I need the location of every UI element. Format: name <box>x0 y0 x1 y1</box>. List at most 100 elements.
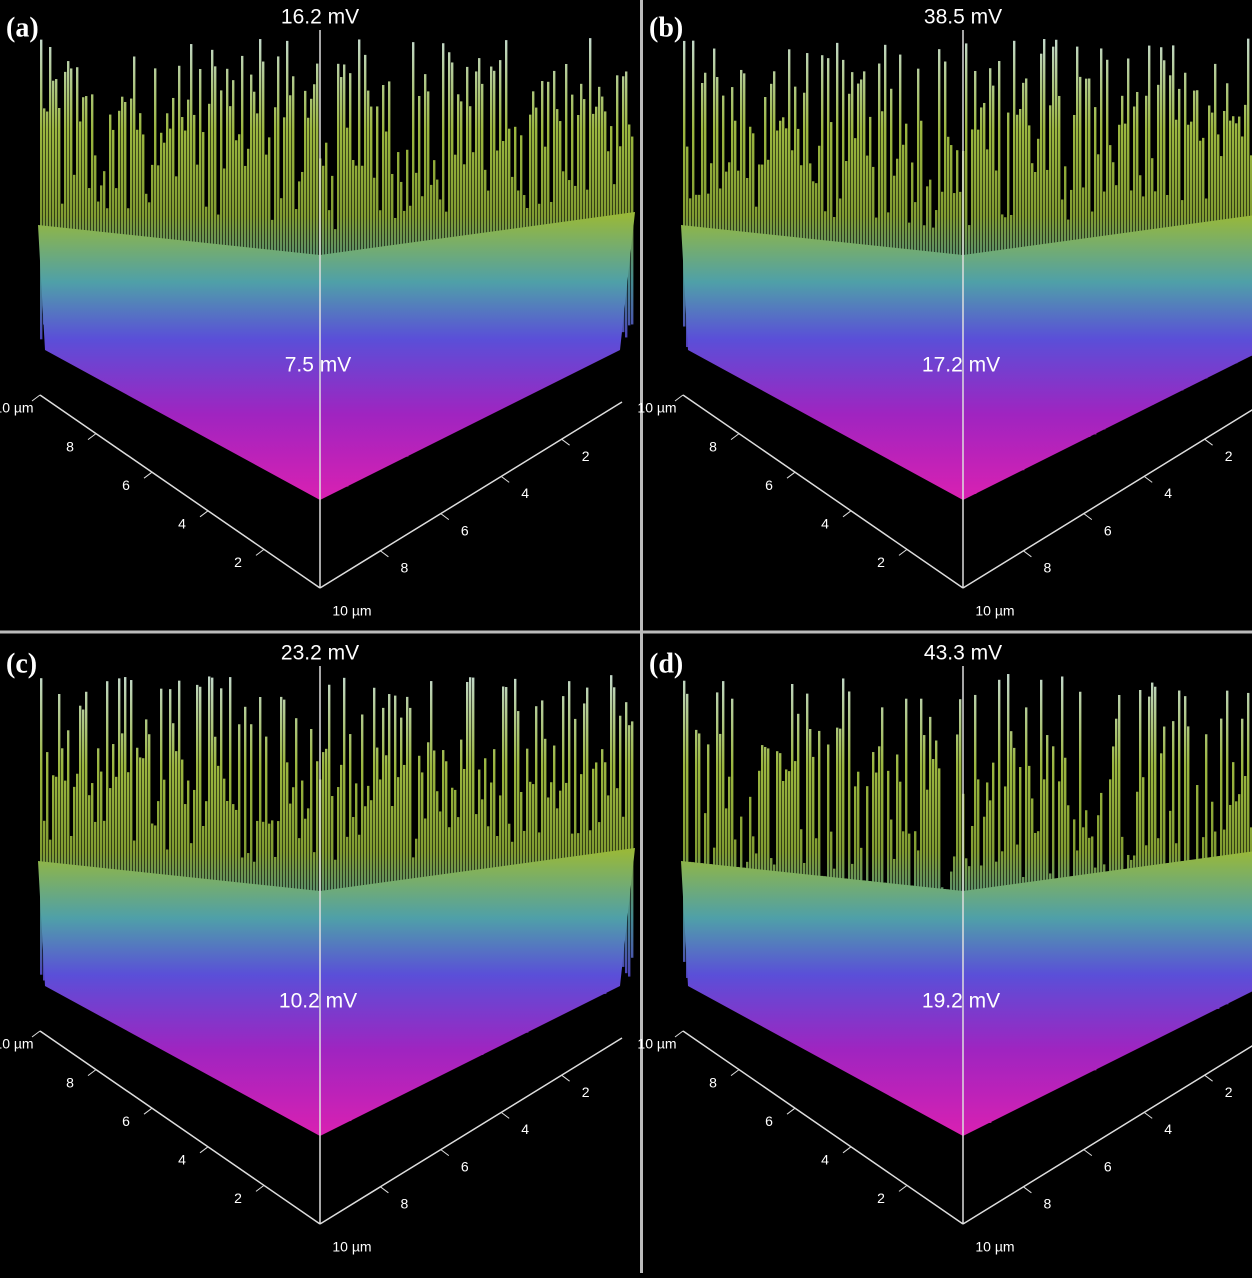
spike <box>689 198 692 348</box>
spike <box>1070 189 1073 439</box>
spike <box>466 66 469 414</box>
spike <box>827 744 830 1040</box>
spike <box>695 194 698 339</box>
mid-value: 19.2 mV <box>922 990 1000 1013</box>
spike <box>133 56 136 381</box>
spike <box>902 831 905 1083</box>
spike <box>409 205 412 442</box>
spike <box>547 81 550 378</box>
spike <box>193 114 196 430</box>
spike <box>403 210 406 449</box>
spike <box>746 177 749 365</box>
spike <box>322 165 325 492</box>
mid-value: 10.2 mV <box>279 990 357 1013</box>
spike <box>241 55 244 446</box>
spike <box>205 801 208 1060</box>
panel-label: (a) <box>6 12 39 43</box>
spike <box>430 681 433 1058</box>
spike <box>145 719 148 1025</box>
spike <box>268 823 271 1087</box>
spike <box>217 214 220 421</box>
spike <box>163 142 166 401</box>
spike <box>73 174 76 362</box>
top-value: 38.5 mV <box>924 6 1002 29</box>
spike <box>740 816 743 999</box>
spike <box>43 108 46 325</box>
spike <box>1043 39 1046 455</box>
spike <box>487 826 490 1035</box>
spike <box>875 217 878 451</box>
spike <box>779 120 782 396</box>
spike <box>352 159 355 462</box>
spike <box>1064 166 1067 435</box>
spike <box>1169 810 1172 1023</box>
spike <box>815 838 818 1033</box>
spike <box>307 808 310 1116</box>
spike <box>983 102 986 476</box>
spike <box>761 164 764 370</box>
spike <box>917 850 920 1100</box>
spike <box>734 839 737 1009</box>
spike <box>698 194 701 345</box>
spike <box>574 718 577 1007</box>
spike <box>532 91 535 378</box>
spike <box>944 888 947 1110</box>
spike <box>1055 878 1058 1088</box>
spike <box>1016 844 1019 1097</box>
spike <box>133 840 136 1033</box>
origin-label: 10 µm <box>332 1239 371 1255</box>
spike <box>794 86 797 386</box>
spike <box>812 756 815 1046</box>
spike <box>307 117 310 472</box>
right-tick-label: 6 <box>461 1158 469 1174</box>
spike <box>391 173 394 443</box>
spike <box>529 781 532 1009</box>
spike <box>710 864 713 989</box>
spike <box>439 199 442 428</box>
spike <box>502 686 505 1036</box>
spike <box>1007 674 1010 1096</box>
spike <box>1160 753 1163 1017</box>
spike <box>1241 136 1244 341</box>
spike <box>499 60 502 402</box>
spike <box>1220 156 1223 349</box>
spike <box>310 98 313 492</box>
panel: (a) 16.2 mV 7.5 mV 10 µm 10 µm 8 6 4 2 2 4 6 8 <box>0 6 635 619</box>
spike <box>511 176 514 393</box>
spike <box>223 168 226 442</box>
spike <box>1037 831 1040 1082</box>
spike <box>382 85 385 466</box>
spike <box>803 92 806 409</box>
spike <box>142 758 145 1037</box>
origin-label: 10 µm <box>332 603 371 619</box>
spike <box>427 742 430 1070</box>
spike <box>701 83 704 347</box>
spike <box>601 96 604 351</box>
spike <box>1127 854 1130 1040</box>
spike <box>262 821 265 1095</box>
spike <box>1139 689 1142 1034</box>
spike <box>1232 116 1235 344</box>
spike <box>971 129 974 481</box>
spike <box>277 821 280 1108</box>
spike <box>406 149 409 457</box>
spike <box>592 113 595 353</box>
spike <box>229 677 232 1066</box>
spike <box>818 145 821 414</box>
spike <box>1136 791 1139 1044</box>
spike <box>833 217 836 415</box>
spike <box>397 152 400 460</box>
spike <box>409 707 412 1075</box>
spike <box>1031 798 1034 1084</box>
spike <box>1124 869 1127 1048</box>
left-axis <box>682 1030 964 1225</box>
spike <box>863 71 866 443</box>
spike <box>884 44 887 451</box>
spike <box>908 833 911 1082</box>
spike <box>619 146 622 336</box>
spike <box>977 129 980 469</box>
spike <box>716 692 719 995</box>
spike <box>854 138 857 422</box>
spike <box>283 117 286 460</box>
spike <box>508 823 511 1030</box>
